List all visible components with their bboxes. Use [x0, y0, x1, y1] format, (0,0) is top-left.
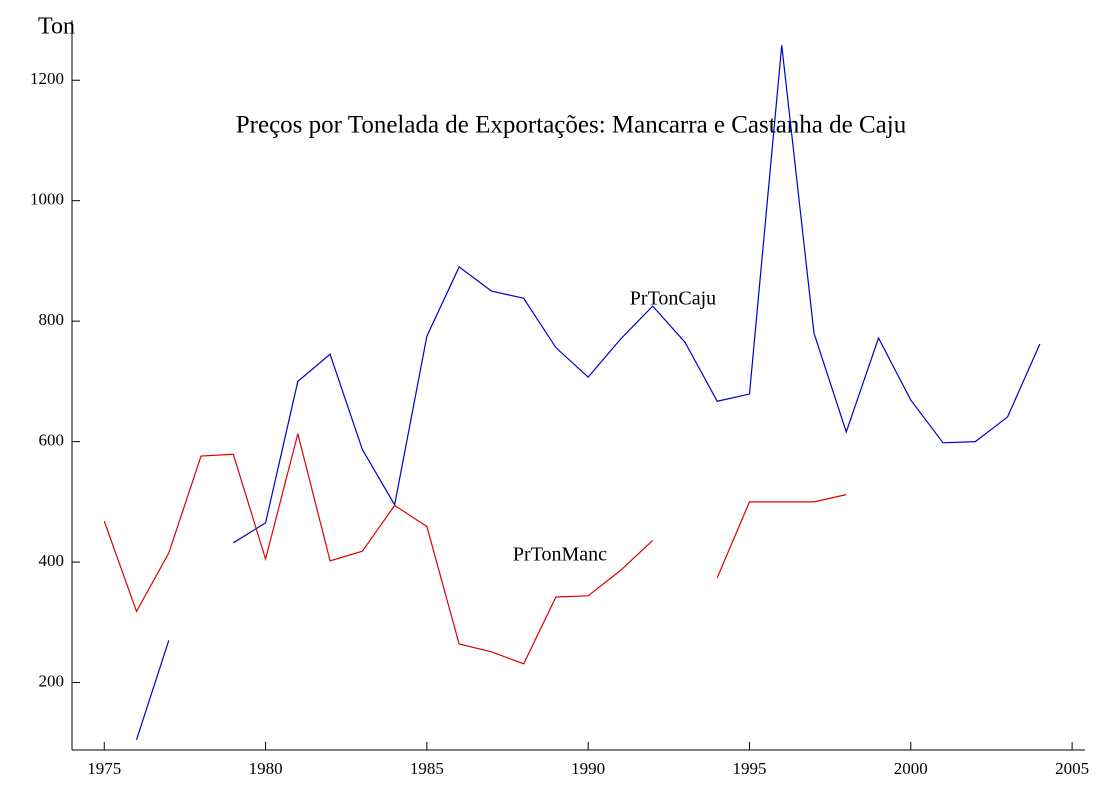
series-line — [135, 45, 1041, 740]
x-tick-label: 1985 — [410, 759, 444, 778]
y-tick-label: 1000 — [30, 190, 64, 209]
x-tick-label: 2000 — [894, 759, 928, 778]
x-tick-label: 1990 — [571, 759, 605, 778]
y-tick-label: 1200 — [30, 69, 64, 88]
series-line — [103, 433, 847, 665]
chart-title: Preços por Tonelada de Exportações: Manc… — [236, 112, 907, 139]
y-tick-label: 400 — [39, 551, 65, 570]
x-tick-label: 1995 — [732, 759, 766, 778]
y-tick-label: 600 — [39, 431, 65, 450]
series-label: PrTonManc — [513, 544, 607, 566]
series-label: PrTonCaju — [630, 288, 716, 310]
x-tick-label: 1975 — [87, 759, 121, 778]
y-tick-label: 800 — [39, 310, 65, 329]
y-tick-label: 200 — [39, 671, 65, 690]
x-tick-label: 1980 — [249, 759, 283, 778]
y-axis-label: Ton — [38, 14, 75, 40]
x-tick-label: 2005 — [1055, 759, 1089, 778]
